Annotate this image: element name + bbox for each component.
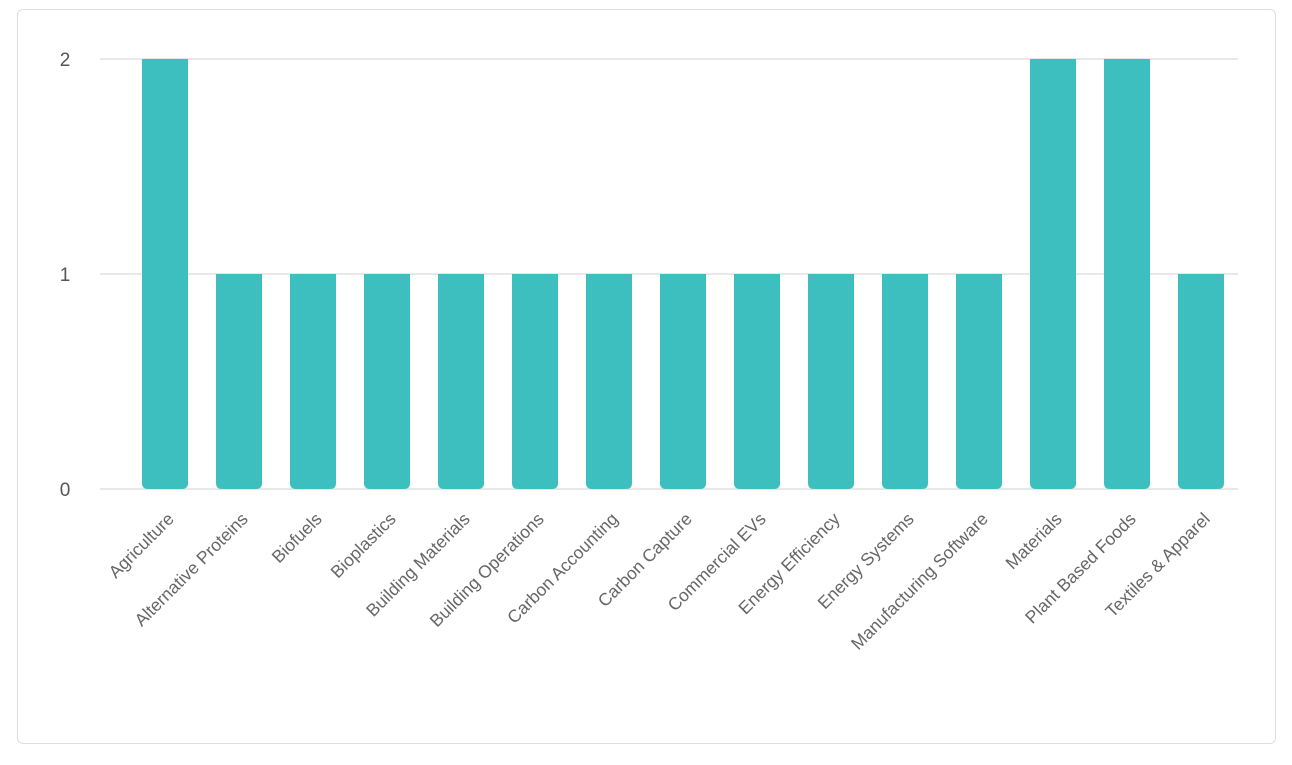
x-tick-label: Agriculture: [105, 509, 178, 582]
x-tick-label: Manufacturing Software: [847, 509, 992, 654]
bar[interactable]: [512, 274, 558, 489]
bar[interactable]: [438, 274, 484, 489]
bar[interactable]: [290, 274, 336, 489]
bar[interactable]: [1104, 59, 1150, 489]
bar[interactable]: [660, 274, 706, 489]
bar[interactable]: [142, 59, 188, 489]
y-tick-label: 2: [60, 50, 71, 71]
bar[interactable]: [1178, 274, 1224, 489]
bar[interactable]: [734, 274, 780, 489]
bar[interactable]: [956, 274, 1002, 489]
bar[interactable]: [882, 274, 928, 489]
x-tick-label: Materials: [1001, 509, 1066, 574]
x-tick-label: Bioplastics: [327, 509, 400, 582]
bar[interactable]: [216, 274, 262, 489]
bar[interactable]: [586, 274, 632, 489]
bar[interactable]: [1030, 59, 1076, 489]
bar[interactable]: [364, 274, 410, 489]
x-tick-label: Biofuels: [268, 509, 326, 567]
y-tick-label: 1: [60, 265, 71, 286]
y-tick-label: 0: [60, 480, 71, 501]
bar[interactable]: [808, 274, 854, 489]
